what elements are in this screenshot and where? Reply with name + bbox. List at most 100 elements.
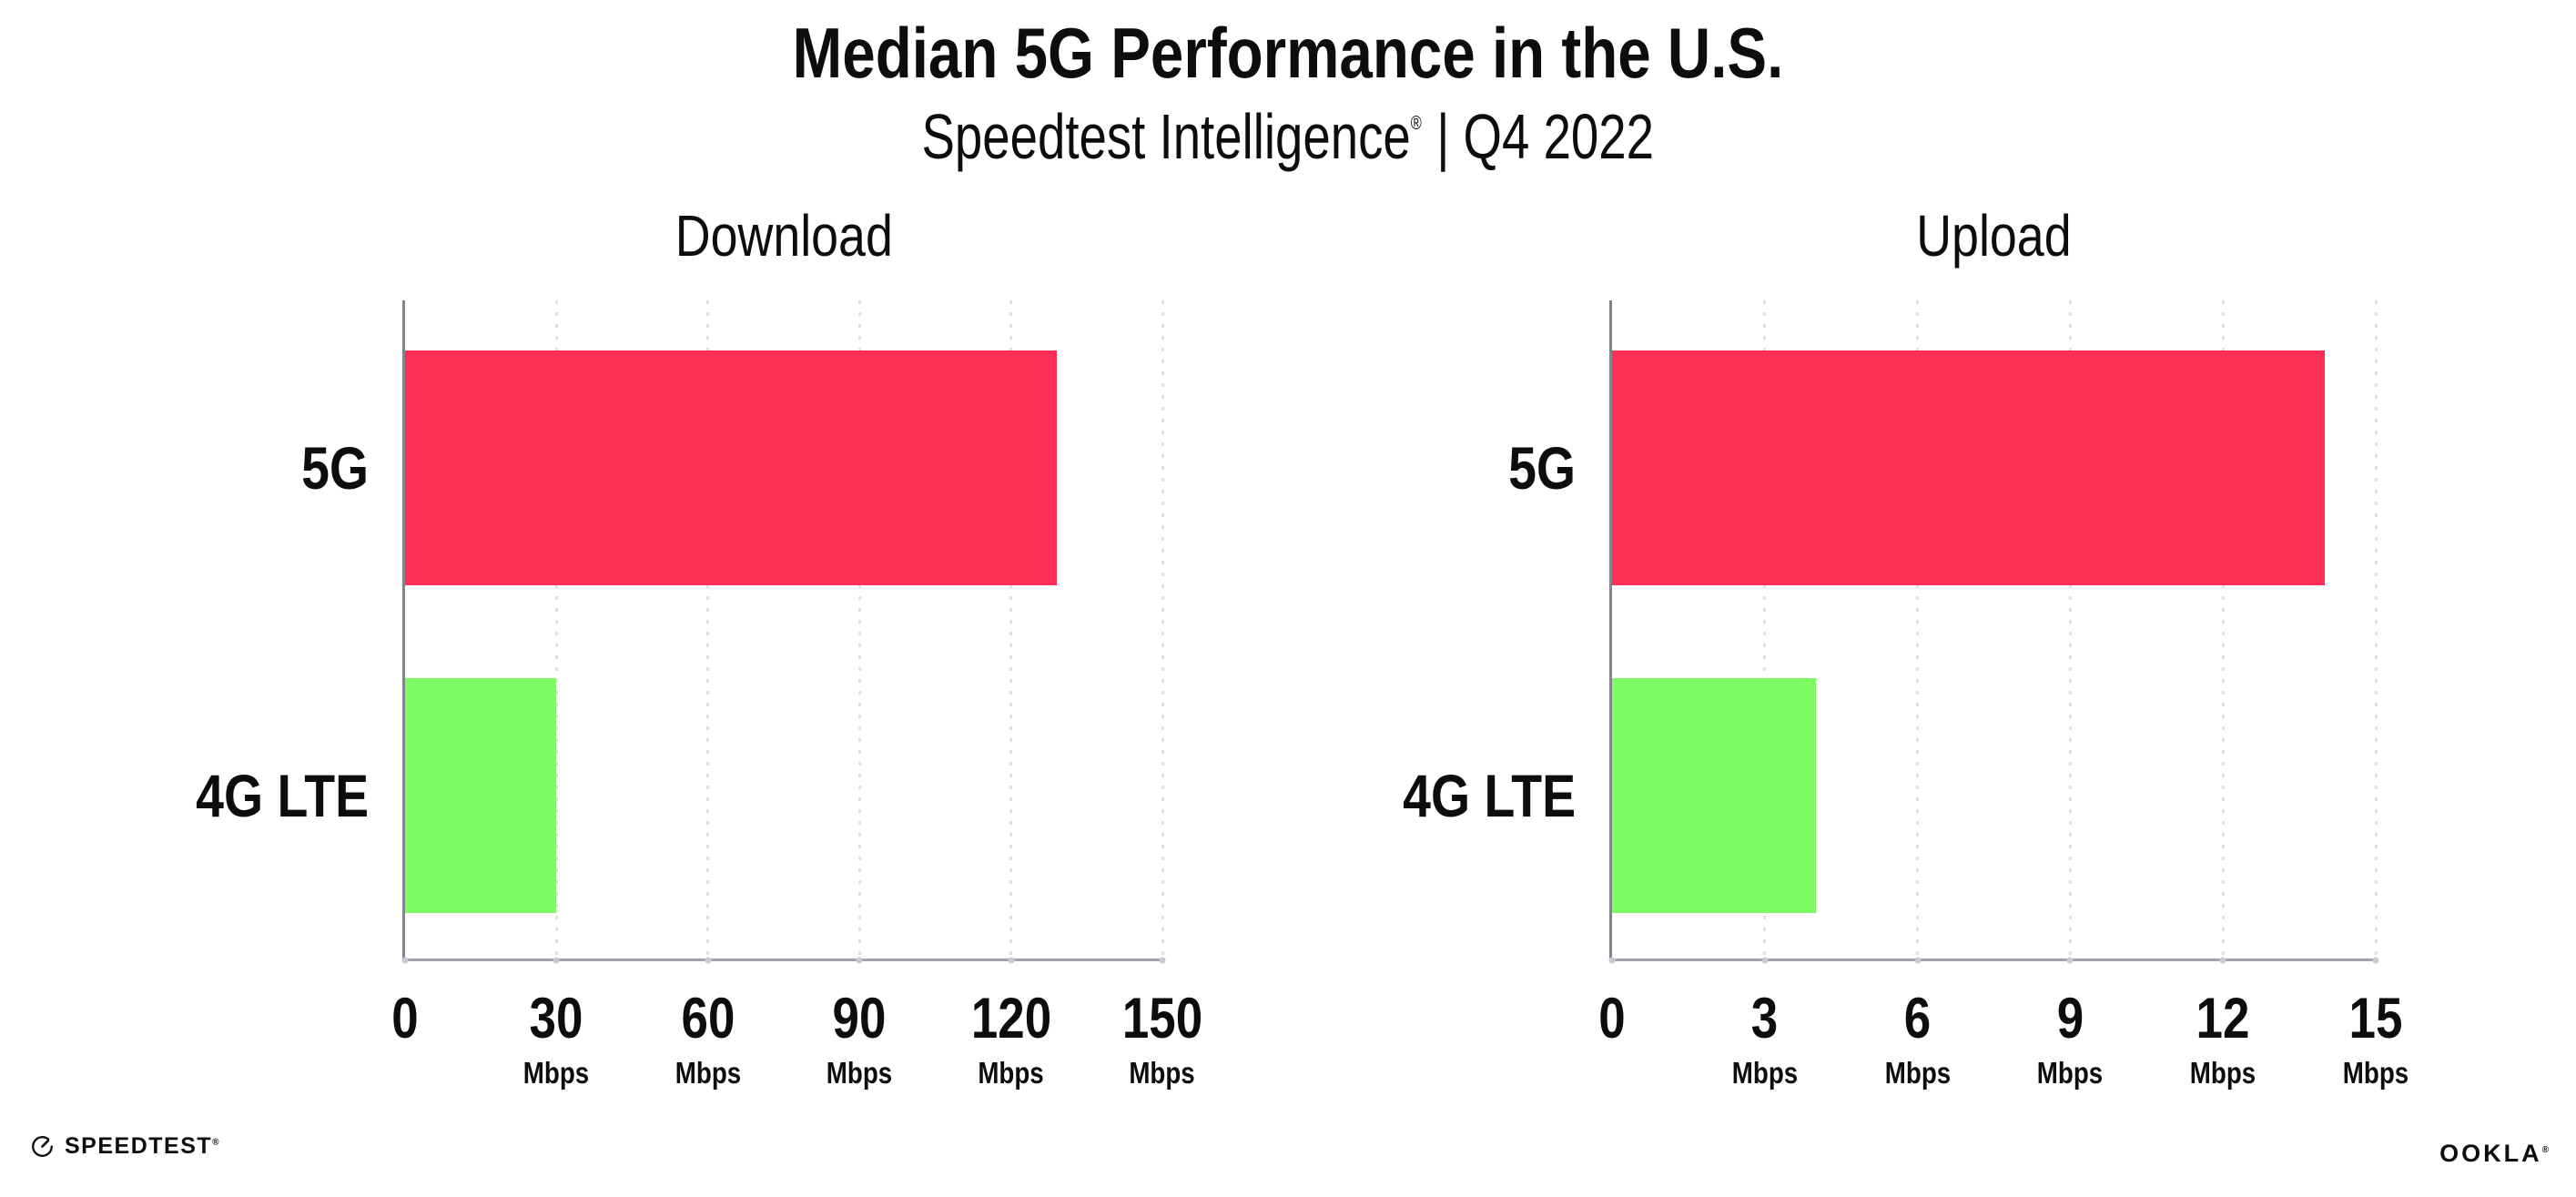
x-tick-unit: Mbps bbox=[1114, 1058, 1210, 1088]
x-tick-value-text: 90 bbox=[832, 987, 887, 1050]
x-tick-value: 0 bbox=[389, 990, 421, 1048]
category-label: 4G LTE bbox=[1370, 766, 1576, 826]
x-tick-value: 30 bbox=[517, 990, 595, 1048]
figure-title-text: Median 5G Performance in the U.S. bbox=[792, 13, 1784, 93]
category-label: 5G bbox=[289, 438, 369, 498]
x-tick-value: 3 bbox=[1726, 990, 1804, 1048]
x-tick-value: 90 bbox=[820, 990, 898, 1048]
x-tick-value: 60 bbox=[669, 990, 747, 1048]
x-tick-value-text: 0 bbox=[391, 987, 419, 1050]
ookla-registered-icon: ® bbox=[2541, 1145, 2549, 1155]
tick-dot bbox=[1008, 957, 1015, 963]
x-tick-value-text: 120 bbox=[970, 987, 1051, 1050]
plot-area bbox=[1609, 300, 2378, 961]
x-tick-value-text: 150 bbox=[1121, 987, 1203, 1050]
x-tick: 30 Mbps bbox=[517, 990, 595, 1089]
speedtest-wordmark: SPEEDTEST® bbox=[65, 1135, 220, 1158]
x-tick: 0 bbox=[389, 990, 421, 1048]
tick-dot bbox=[2372, 957, 2379, 963]
bar-4g-lte bbox=[1612, 678, 1816, 913]
x-tick-unit-text: Mbps bbox=[1129, 1056, 1196, 1090]
category-label: 4G LTE bbox=[163, 766, 369, 826]
x-tick-value: 9 bbox=[2031, 990, 2109, 1048]
x-tick-value: 15 bbox=[2337, 990, 2415, 1048]
gridline-9 bbox=[2068, 300, 2072, 959]
x-tick-value-text: 0 bbox=[1598, 987, 1626, 1050]
gridline-120 bbox=[1009, 300, 1013, 959]
x-tick-value-text: 9 bbox=[2056, 987, 2084, 1050]
x-tick-unit: Mbps bbox=[1879, 1058, 1957, 1088]
x-tick: 3 Mbps bbox=[1726, 990, 1804, 1089]
ookla-logo: OOKLA® bbox=[2439, 1141, 2549, 1166]
x-tick: 60 Mbps bbox=[669, 990, 747, 1089]
x-tick-unit: Mbps bbox=[2031, 1058, 2109, 1088]
tick-dot bbox=[401, 957, 409, 963]
category-label-text: 5G bbox=[1508, 434, 1576, 502]
x-tick-unit-text: Mbps bbox=[674, 1056, 741, 1090]
gridline-3 bbox=[1763, 300, 1767, 959]
x-tick-unit-text: Mbps bbox=[2189, 1056, 2257, 1090]
bar-4g-lte bbox=[405, 678, 557, 913]
x-tick: 6 Mbps bbox=[1879, 987, 1957, 1089]
x-tick-unit-text: Mbps bbox=[2342, 1056, 2409, 1090]
category-label-text: 5G bbox=[301, 434, 369, 502]
subplot-title-text: Download bbox=[674, 203, 893, 269]
gridline-150 bbox=[1161, 300, 1164, 959]
tick-dot bbox=[856, 957, 863, 963]
x-tick-unit-text: Mbps bbox=[523, 1056, 590, 1090]
figure-title: Median 5G Performance in the U.S. bbox=[0, 13, 2576, 93]
gridline-90 bbox=[857, 300, 861, 959]
x-tick-value-text: 60 bbox=[681, 987, 735, 1050]
gridline-60 bbox=[706, 300, 710, 959]
x-tick-value-text: 15 bbox=[2348, 987, 2403, 1050]
subplot-title: Upload bbox=[1612, 203, 2376, 269]
figure-subtitle-text: Speedtest Intelligence® | Q4 2022 bbox=[921, 101, 1655, 172]
tick-dot bbox=[2219, 957, 2226, 963]
plot-area bbox=[402, 300, 1164, 961]
x-tick-value: 12 bbox=[2184, 990, 2262, 1048]
bar-5g bbox=[405, 350, 1057, 585]
subplot-title-text: Upload bbox=[1916, 203, 2072, 269]
x-tick-unit-text: Mbps bbox=[1884, 1056, 1951, 1090]
x-tick-value: 150 bbox=[1114, 990, 1210, 1048]
tick-dot bbox=[1159, 957, 1166, 963]
x-tick-value-text: 3 bbox=[1751, 987, 1779, 1050]
x-tick-unit: Mbps bbox=[820, 1058, 898, 1088]
gridline-30 bbox=[554, 300, 558, 959]
speedtest-gauge-icon bbox=[32, 1136, 53, 1157]
x-tick-unit: Mbps bbox=[2337, 1058, 2415, 1088]
x-tick-unit: Mbps bbox=[517, 1058, 595, 1088]
x-tick-unit-text: Mbps bbox=[1731, 1056, 1798, 1090]
x-tick-value-text: 30 bbox=[529, 987, 583, 1050]
x-tick-value-text: 6 bbox=[1903, 987, 1932, 1050]
category-label-text: 4G LTE bbox=[196, 762, 369, 829]
tick-dot bbox=[1761, 957, 1769, 963]
x-tick: 120 Mbps bbox=[963, 990, 1059, 1090]
registered-mark-icon: ® bbox=[1411, 113, 1423, 135]
x-tick-unit-text: Mbps bbox=[826, 1056, 893, 1090]
x-tick: 15 Mbps bbox=[2337, 990, 2415, 1089]
speedtest-text: SPEEDTEST bbox=[65, 1133, 213, 1159]
x-tick-unit-text: Mbps bbox=[978, 1056, 1044, 1090]
subtitle-period: | Q4 2022 bbox=[1436, 101, 1655, 172]
tick-dot bbox=[705, 957, 712, 963]
subplot-title: Download bbox=[405, 203, 1162, 269]
x-tick: 0 bbox=[1596, 990, 1628, 1048]
x-tick-value-text: 12 bbox=[2196, 987, 2250, 1050]
subtitle-brand: Speedtest Intelligence bbox=[921, 101, 1412, 172]
x-tick: 9 Mbps bbox=[2031, 990, 2109, 1089]
gridline-12 bbox=[2221, 300, 2225, 959]
figure-subtitle: Speedtest Intelligence® | Q4 2022 bbox=[0, 101, 2576, 172]
tick-dot bbox=[1914, 957, 1922, 963]
x-tick-unit: Mbps bbox=[669, 1058, 747, 1088]
speedtest-registered-icon: ® bbox=[212, 1137, 221, 1148]
x-tick: 12 Mbps bbox=[2184, 990, 2262, 1090]
gridline-15 bbox=[2374, 300, 2378, 959]
ookla-text: OOKLA bbox=[2439, 1140, 2542, 1167]
x-tick-value: 120 bbox=[963, 990, 1059, 1048]
x-tick-unit: Mbps bbox=[1726, 1058, 1804, 1088]
tick-dot bbox=[553, 957, 560, 963]
x-tick-unit-text: Mbps bbox=[2037, 1056, 2104, 1090]
x-tick-value: 0 bbox=[1596, 990, 1628, 1048]
